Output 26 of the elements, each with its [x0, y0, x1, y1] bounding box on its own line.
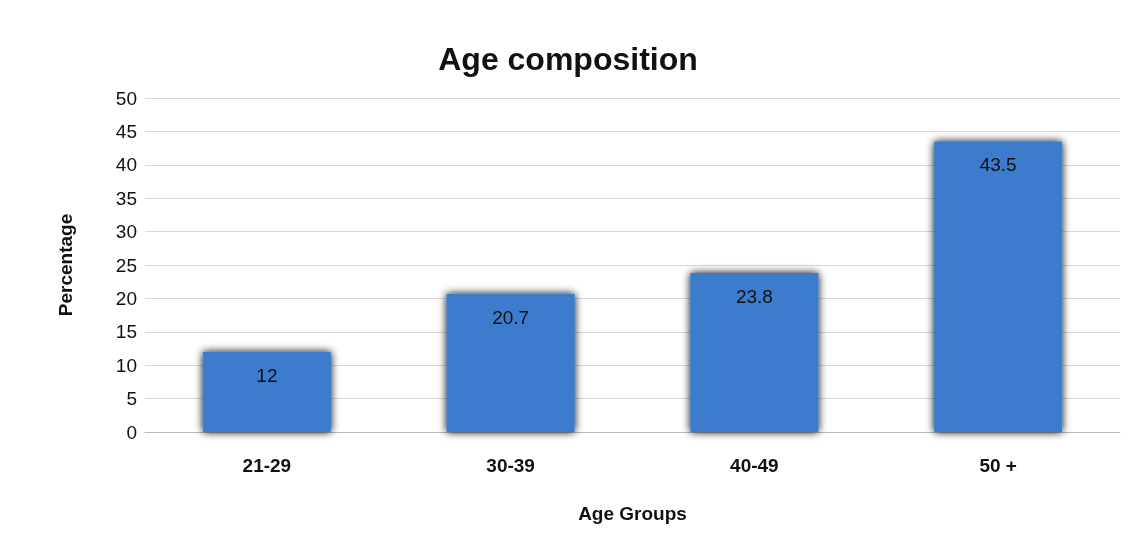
bar: [202, 351, 331, 432]
x-tick-label: 21-29: [242, 455, 292, 476]
bar: [446, 293, 575, 432]
chart-title: Age composition: [438, 41, 698, 77]
x-tick-label: 50 +: [979, 455, 1017, 476]
y-tick-label: 0: [126, 421, 137, 443]
data-label: 43.5: [979, 154, 1017, 176]
y-tick-label: 25: [115, 254, 137, 276]
bar: [934, 141, 1063, 432]
x-tick-label: 40-49: [730, 455, 779, 476]
x-axis-title: Age Groups: [578, 503, 687, 524]
data-label: 20.7: [492, 306, 530, 328]
y-tick-label: 5: [126, 388, 137, 410]
y-tick-label: 45: [115, 120, 137, 142]
y-axis-title: Percentage: [55, 213, 76, 317]
bar: [690, 273, 819, 432]
y-tick-label: 10: [115, 354, 137, 376]
data-label: 23.8: [735, 286, 773, 308]
y-tick-label: 15: [115, 321, 137, 343]
y-tick-label: 35: [115, 187, 137, 209]
y-tick-label: 30: [115, 221, 137, 243]
data-label: 12: [256, 364, 278, 386]
y-tick-label: 20: [115, 287, 137, 309]
x-tick-label: 30-39: [486, 455, 535, 476]
y-tick-label: 40: [115, 154, 137, 176]
y-tick-label: 50: [115, 87, 137, 109]
